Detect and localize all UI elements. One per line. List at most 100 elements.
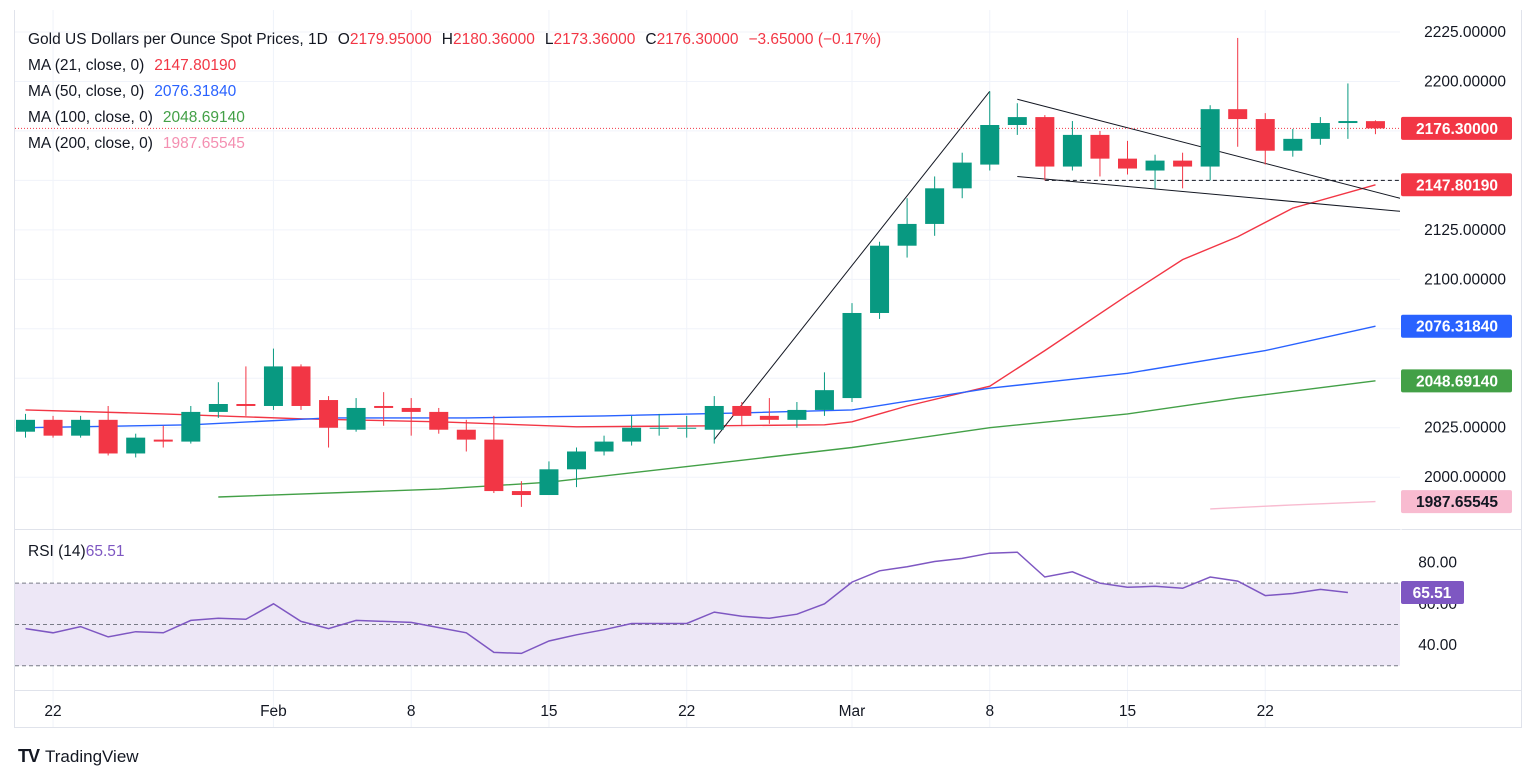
candle <box>263 348 283 410</box>
candle <box>456 419 476 452</box>
candle-body <box>539 469 559 496</box>
price-label-bg <box>1401 369 1512 393</box>
candle-body <box>181 411 201 442</box>
candle <box>71 415 91 438</box>
price-label-text: 2147.80190 <box>1416 177 1498 194</box>
rsi-label-bg <box>1401 580 1464 604</box>
candle-body <box>1007 117 1027 125</box>
candle-body <box>374 405 394 408</box>
rsi-tick-label: 40.00 <box>1418 637 1457 654</box>
candle <box>1007 103 1027 135</box>
tradingview-logo[interactable]: TV TradingView <box>18 746 139 767</box>
candle-body <box>759 415 779 420</box>
ma100-label: MA (100, close, 0) <box>28 109 153 126</box>
candle <box>814 372 834 416</box>
candle-body <box>897 223 917 246</box>
price-label-bg <box>1401 116 1512 140</box>
candle-body <box>511 491 531 496</box>
ma200-legend[interactable]: MA (200, close, 0) 1987.65545 <box>28 131 881 157</box>
brand-name: TradingView <box>45 746 139 766</box>
time-tick-label: 22 <box>678 703 695 720</box>
rsi-line <box>25 551 1348 655</box>
rsi-value: 65.51 <box>85 543 125 560</box>
rsi-legend[interactable]: RSI (14)65.51 <box>28 543 125 561</box>
candle <box>429 407 449 434</box>
candle <box>649 413 669 436</box>
candle <box>567 447 586 488</box>
candle-body <box>842 312 862 399</box>
chart-legend: Gold US Dollars per Ounce Spot Prices, 1… <box>28 27 881 157</box>
candle-body <box>870 245 890 313</box>
ma100-value: 2048.69140 <box>162 109 245 126</box>
candle-body <box>649 427 669 429</box>
candle <box>208 382 228 418</box>
candle <box>1255 113 1275 165</box>
rsi-tick-label: 80.00 <box>1418 555 1457 572</box>
price-label: 2176.30000 <box>1401 116 1512 140</box>
candle <box>759 398 779 424</box>
candle <box>511 481 531 507</box>
candle-body <box>1255 119 1275 151</box>
ma21-legend[interactable]: MA (21, close, 0) 2147.80190 <box>28 53 881 79</box>
candle-body <box>401 407 421 412</box>
rsi-pane <box>15 551 1400 667</box>
price-label: 2048.69140 <box>1401 369 1512 393</box>
candle <box>787 402 807 428</box>
candle <box>1062 121 1082 171</box>
candle-body <box>1365 121 1385 129</box>
price-tick-label: 2025.00000 <box>1424 420 1506 437</box>
candle <box>1035 115 1055 181</box>
candle-body <box>732 405 752 416</box>
candle <box>1090 130 1110 177</box>
time-tick-label: 15 <box>1119 703 1136 720</box>
close-value: 2176.30000 <box>656 31 739 48</box>
candle-body <box>594 441 614 452</box>
price-tick-label: 2100.00000 <box>1424 271 1506 288</box>
price-tick-label: 2225.00000 <box>1424 24 1506 41</box>
candle <box>181 405 201 444</box>
ma100-legend[interactable]: MA (100, close, 0) 2048.69140 <box>28 105 881 131</box>
candle <box>1173 152 1193 189</box>
candle <box>401 398 421 436</box>
ma200-label: MA (200, close, 0) <box>28 135 153 152</box>
ma50-line <box>25 325 1376 429</box>
candle-body <box>263 366 283 406</box>
candle <box>539 461 559 496</box>
candle-body <box>98 419 118 454</box>
candle-body <box>1173 160 1193 167</box>
candle-body <box>16 419 35 432</box>
candle-body <box>1283 138 1303 151</box>
candle-body <box>1200 109 1220 167</box>
price-label-bg <box>1401 314 1512 338</box>
candle-body <box>1035 117 1055 167</box>
ma200-line <box>1210 500 1376 510</box>
tradingview-icon: TV <box>18 746 40 766</box>
trend-line <box>713 91 991 440</box>
rsi-value-label: 65.51 <box>1401 580 1464 604</box>
ma100-line <box>218 380 1376 498</box>
price-tick-label: 2200.00000 <box>1424 73 1506 90</box>
candle <box>677 415 697 438</box>
candle <box>1228 37 1248 147</box>
price-label-text: 2048.69140 <box>1416 373 1498 390</box>
ma50-legend[interactable]: MA (50, close, 0) 2076.31840 <box>28 79 881 105</box>
candle <box>622 415 642 446</box>
candle-body <box>43 419 63 436</box>
candle <box>1310 117 1330 145</box>
time-tick-label: 8 <box>407 703 416 720</box>
wedge-lower-line <box>1017 175 1400 212</box>
low-value: 2173.36000 <box>553 31 636 48</box>
open-value: 2179.95000 <box>349 31 432 48</box>
candle-body <box>484 439 504 492</box>
candle <box>704 396 724 444</box>
candle-body <box>1145 160 1165 171</box>
candle <box>16 413 35 438</box>
candle-body <box>1090 134 1110 159</box>
price-label: 2076.31840 <box>1401 314 1512 338</box>
low-label: L <box>544 31 554 48</box>
rsi-label: RSI (14) <box>28 543 86 560</box>
candle <box>484 415 504 494</box>
candle-body <box>787 409 807 420</box>
candle-body <box>346 407 366 430</box>
